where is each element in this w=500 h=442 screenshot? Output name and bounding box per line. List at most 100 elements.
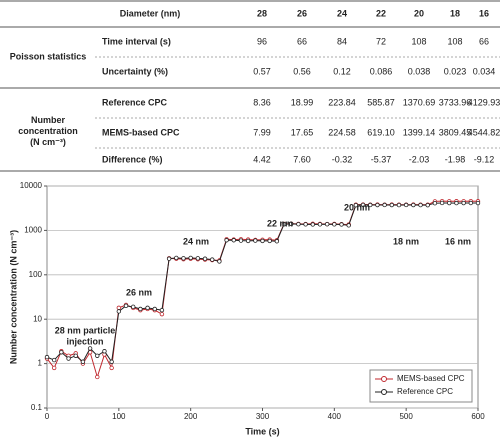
cell: 0.57 <box>253 66 271 76</box>
cell: 84 <box>337 36 347 46</box>
annotation: 24 nm <box>183 236 209 246</box>
point <box>224 238 229 243</box>
cell: -9.12 <box>474 154 495 164</box>
x-axis-label: Time (s) <box>245 426 279 436</box>
group-label: (N cm⁻³) <box>30 137 66 147</box>
header-cell: 16 <box>479 8 489 18</box>
cell: 585.87 <box>367 97 395 107</box>
point <box>447 200 452 206</box>
point <box>425 202 430 208</box>
point <box>303 222 308 227</box>
point <box>346 223 351 228</box>
y-tick-label: 10000 <box>20 181 43 190</box>
annotation: 28 nm particle <box>55 325 116 335</box>
cell: 0.086 <box>370 66 393 76</box>
point <box>95 374 100 380</box>
point <box>281 221 287 227</box>
legend-marker <box>381 389 387 395</box>
cell: 4.42 <box>253 154 271 164</box>
cell: 7.60 <box>293 154 311 164</box>
point <box>253 238 258 243</box>
legend-label: MEMS-based CPC <box>397 374 465 383</box>
cell: 66 <box>479 36 489 46</box>
point <box>274 239 280 244</box>
point <box>317 222 323 227</box>
point <box>138 306 143 312</box>
header-cell: 22 <box>376 8 386 18</box>
x-tick-label: 0 <box>45 412 50 421</box>
row-label: Reference CPC <box>102 97 168 107</box>
point <box>202 256 208 261</box>
annotation: 18 nm <box>393 236 419 246</box>
group-label: Number <box>31 115 66 125</box>
x-tick-label: 400 <box>328 412 342 421</box>
cell: 17.65 <box>291 127 314 137</box>
annotation: 16 nm <box>445 236 471 246</box>
point <box>360 202 366 208</box>
legend-box <box>369 369 473 403</box>
cell: -1.98 <box>445 154 466 164</box>
point <box>123 303 129 309</box>
legend-marker <box>381 376 387 382</box>
point <box>238 238 244 243</box>
cell: 96 <box>257 36 267 46</box>
cell: 0.034 <box>473 66 496 76</box>
point <box>130 304 136 310</box>
point <box>461 200 466 206</box>
point <box>382 202 387 208</box>
point <box>159 307 165 313</box>
point <box>73 353 78 358</box>
point <box>166 256 172 261</box>
point <box>411 202 416 208</box>
cell: 3809.45 <box>439 127 472 137</box>
point <box>102 349 107 354</box>
point <box>403 202 409 208</box>
table-header: Diameter (nm) <box>120 8 181 18</box>
point <box>95 353 100 358</box>
annotation: injection <box>66 336 103 346</box>
cell: 7.99 <box>253 127 271 137</box>
point <box>260 238 265 244</box>
cell: 1370.69 <box>403 97 436 107</box>
x-tick-label: 100 <box>112 412 126 421</box>
x-tick-label: 500 <box>399 412 413 421</box>
cell: 1399.14 <box>403 127 436 137</box>
point <box>87 346 93 351</box>
annotation: 22 nm <box>267 218 293 228</box>
cell: 223.84 <box>328 97 356 107</box>
y-tick-label: 1000 <box>24 226 42 235</box>
x-tick-label: 200 <box>184 412 198 421</box>
point <box>44 354 50 360</box>
point <box>109 365 114 371</box>
row-label: Difference (%) <box>102 154 163 164</box>
group-label: concentration <box>18 126 78 136</box>
group-label: Poisson statistics <box>10 51 87 61</box>
point <box>468 200 474 206</box>
annotation: 26 nm <box>126 287 152 297</box>
cell: -5.37 <box>371 154 392 164</box>
cell: 0.56 <box>293 66 311 76</box>
cell: 0.038 <box>408 66 431 76</box>
point <box>332 222 337 227</box>
cell: 0.023 <box>444 66 467 76</box>
point <box>368 202 373 208</box>
cell: 619.10 <box>367 127 395 137</box>
point <box>475 200 481 206</box>
point <box>245 238 251 244</box>
point <box>439 200 445 206</box>
cell: -2.03 <box>409 154 430 164</box>
point <box>339 222 344 227</box>
point <box>267 238 272 244</box>
point <box>116 309 122 314</box>
cell: 8.36 <box>253 97 271 107</box>
point <box>375 202 380 208</box>
point <box>396 202 402 208</box>
point <box>353 202 359 208</box>
cell: 108 <box>447 36 462 46</box>
annotation: 20 nm <box>344 202 370 212</box>
header-cell: 26 <box>297 8 307 18</box>
point <box>51 365 57 371</box>
x-tick-label: 600 <box>471 412 485 421</box>
y-tick-label: 100 <box>29 270 43 279</box>
